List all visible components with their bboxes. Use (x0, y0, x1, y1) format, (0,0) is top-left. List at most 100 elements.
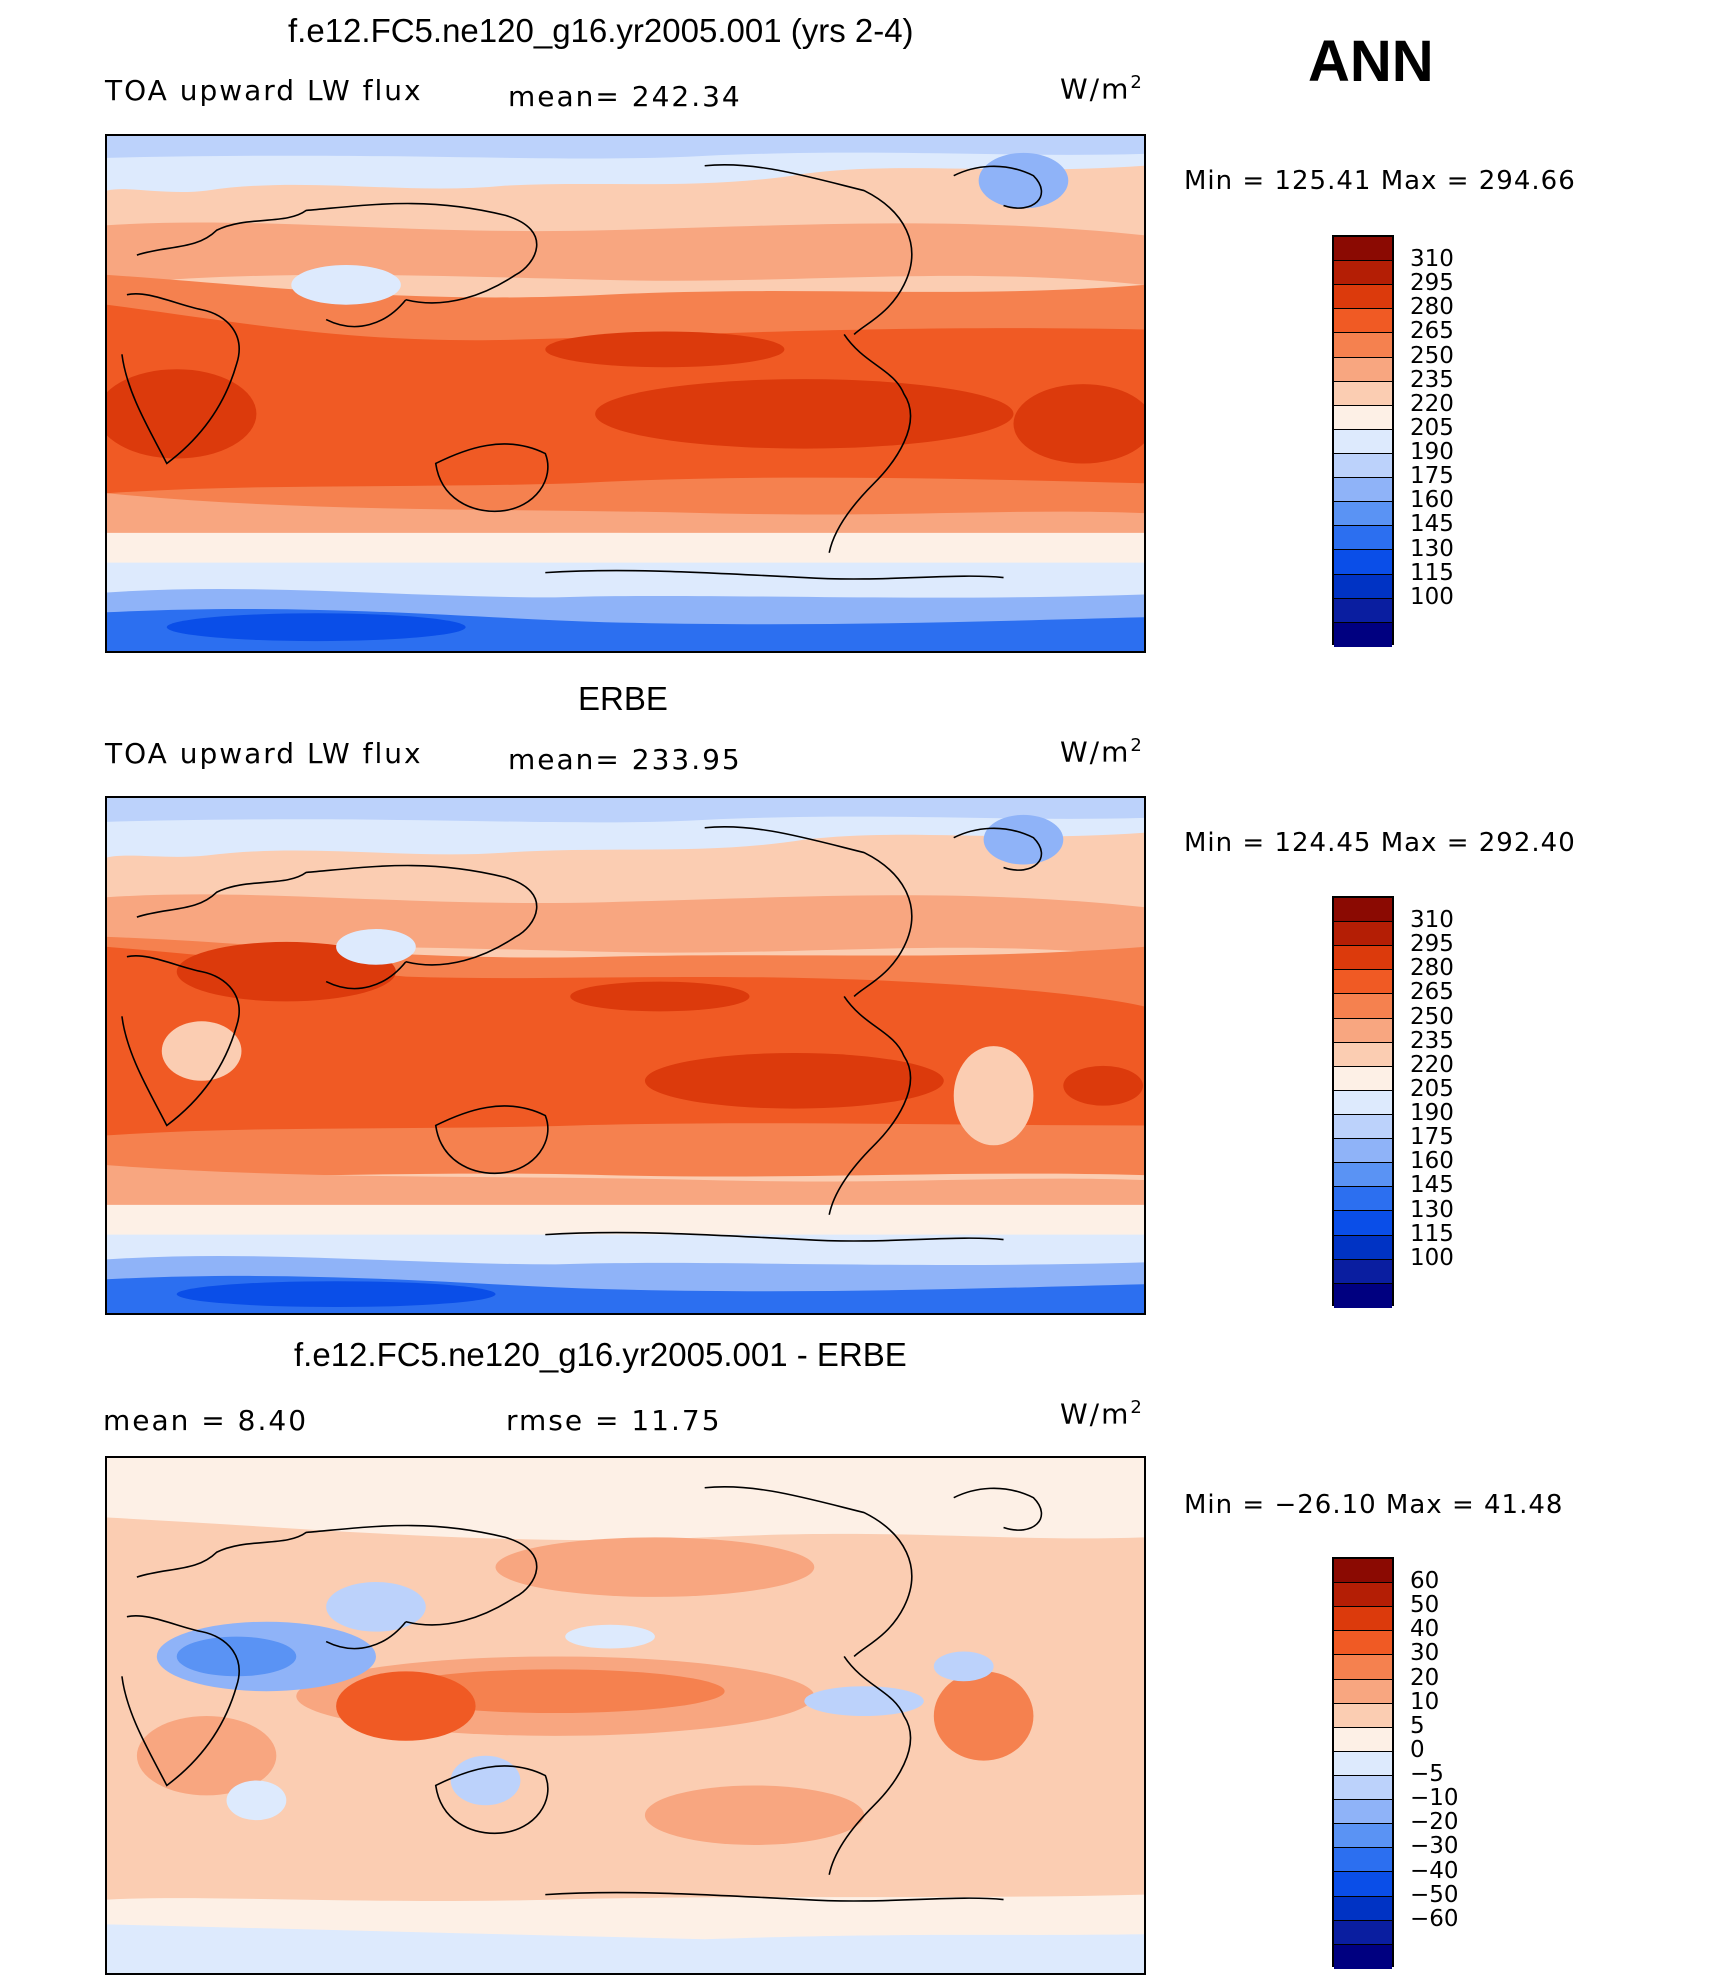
colorbar-tick-label: 145 (1410, 511, 1454, 538)
panel-1-units: W/m2 (1060, 72, 1144, 106)
colorbar-tick-label: 190 (1410, 1100, 1454, 1127)
colorbar-swatch (1334, 1042, 1392, 1067)
colorbar-swatch (1334, 285, 1392, 310)
colorbar-swatch (1334, 1259, 1392, 1284)
colorbar-tick-label: 295 (1410, 931, 1454, 958)
colorbar-swatch (1334, 405, 1392, 430)
colorbar-swatch (1334, 1775, 1392, 1801)
panel-1-map (105, 134, 1146, 653)
colorbar-tick-label: −40 (1410, 1857, 1459, 1884)
panel-1-mean-label: mean= 242.34 (508, 80, 742, 113)
colorbar-tick-label: 20 (1410, 1664, 1440, 1691)
colorbar-swatch (1334, 1872, 1392, 1897)
colorbar-swatch (1334, 502, 1392, 527)
colorbar-swatch (1334, 1235, 1392, 1260)
panel-1-variable-label: TOA upward LW flux (105, 74, 423, 107)
panel-2-variable-label: TOA upward LW flux (105, 737, 423, 770)
colorbar-swatch (1334, 1283, 1392, 1308)
colorbar-swatch (1334, 970, 1392, 995)
colorbar-swatch (1334, 550, 1392, 575)
panel-3-title: f.e12.FC5.ne120_g16.yr2005.001 - ERBE (294, 1336, 907, 1373)
colorbar-tick-label: 250 (1410, 342, 1454, 369)
colorbar-tick-label: −30 (1410, 1833, 1459, 1860)
panel-2-map-svg (107, 798, 1144, 1313)
colorbar-swatch (1334, 898, 1392, 923)
panel-2-colorbar-swatches (1332, 896, 1394, 1308)
colorbar-tick-label: 205 (1410, 1075, 1454, 1102)
colorbar-tick-label: −5 (1410, 1761, 1444, 1788)
panel-3-units: W/m2 (1060, 1397, 1144, 1431)
colorbar-swatch (1334, 1631, 1392, 1656)
colorbar-tick-label: 10 (1410, 1688, 1440, 1715)
colorbar-swatch (1334, 1583, 1392, 1608)
colorbar-tick-label: 160 (1410, 1148, 1454, 1175)
panel-3-map (105, 1456, 1146, 1975)
colorbar-tick-label: 100 (1410, 583, 1454, 610)
colorbar-swatch (1334, 574, 1392, 599)
panel-2-units: W/m2 (1060, 735, 1144, 769)
colorbar-swatch (1334, 1163, 1392, 1188)
panel-3-minmax: Min = −26.10 Max = 41.48 (1184, 1490, 1564, 1520)
panel-3-rmse-label: rmse = 11.75 (506, 1404, 722, 1437)
colorbar-swatch (1334, 1848, 1392, 1873)
colorbar-swatch (1334, 1944, 1392, 1969)
colorbar-tick-label: 250 (1410, 1003, 1454, 1030)
colorbar-swatch (1334, 1920, 1392, 1945)
colorbar-tick-label: 175 (1410, 463, 1454, 490)
panel-1-minmax: Min = 125.41 Max = 294.66 (1184, 166, 1576, 196)
colorbar-tick-label: 60 (1410, 1568, 1440, 1595)
colorbar-tick-label: 280 (1410, 955, 1454, 982)
colorbar-swatch (1334, 622, 1392, 647)
colorbar-tick-label: 235 (1410, 366, 1454, 393)
colorbar-tick-label: 40 (1410, 1616, 1440, 1643)
panel-3-map-svg (107, 1458, 1144, 1973)
colorbar-tick-label: −10 (1410, 1785, 1459, 1812)
colorbar-swatch (1334, 1727, 1392, 1752)
colorbar-swatch (1334, 1655, 1392, 1680)
colorbar-tick-label: 235 (1410, 1027, 1454, 1054)
colorbar-swatch (1334, 1211, 1392, 1236)
colorbar-swatch (1334, 1139, 1392, 1164)
colorbar-tick-label: 280 (1410, 294, 1454, 321)
panel-1-colorbar-swatches (1332, 235, 1394, 647)
panel-2-minmax: Min = 124.45 Max = 292.40 (1184, 828, 1576, 858)
colorbar-tick-label: 310 (1410, 907, 1454, 934)
colorbar-tick-label: 310 (1410, 246, 1454, 273)
panel-2-map (105, 796, 1146, 1315)
colorbar-swatch (1334, 526, 1392, 551)
colorbar-tick-label: 295 (1410, 270, 1454, 297)
colorbar-tick-label: 5 (1410, 1712, 1425, 1739)
colorbar-swatch (1334, 1066, 1392, 1091)
colorbar-swatch (1334, 1018, 1392, 1043)
panel-2-title: ERBE (578, 680, 668, 717)
colorbar-tick-label: 145 (1410, 1172, 1454, 1199)
colorbar-tick-label: 115 (1410, 1220, 1454, 1247)
colorbar-swatch (1334, 1607, 1392, 1632)
colorbar-swatch (1334, 922, 1392, 947)
colorbar-swatch (1334, 1800, 1392, 1825)
panel-3-mean-label: mean = 8.40 (103, 1404, 309, 1437)
colorbar-tick-label: 160 (1410, 487, 1454, 514)
colorbar-swatch (1334, 357, 1392, 382)
colorbar-swatch (1334, 1751, 1392, 1776)
colorbar-tick-label: 190 (1410, 439, 1454, 466)
colorbar-swatch (1334, 1703, 1392, 1728)
colorbar-tick-label: 0 (1410, 1736, 1425, 1763)
colorbar-tick-label: 175 (1410, 1124, 1454, 1151)
colorbar-swatch (1334, 1187, 1392, 1212)
colorbar-swatch (1334, 333, 1392, 358)
colorbar-tick-label: 220 (1410, 390, 1454, 417)
panel-3-colorbar-swatches (1332, 1557, 1394, 1969)
panel-2-mean-label: mean= 233.95 (508, 743, 742, 776)
colorbar-swatch (1334, 453, 1392, 479)
colorbar-swatch (1334, 1824, 1392, 1849)
colorbar-swatch (1334, 429, 1392, 454)
colorbar-swatch (1334, 478, 1392, 503)
colorbar-swatch (1334, 598, 1392, 623)
colorbar-swatch (1334, 381, 1392, 406)
colorbar-tick-label: −60 (1410, 1905, 1459, 1932)
colorbar-tick-label: 100 (1410, 1244, 1454, 1271)
season-label: ANN (1308, 29, 1434, 94)
colorbar-tick-label: 220 (1410, 1051, 1454, 1078)
colorbar-swatch (1334, 1559, 1392, 1584)
